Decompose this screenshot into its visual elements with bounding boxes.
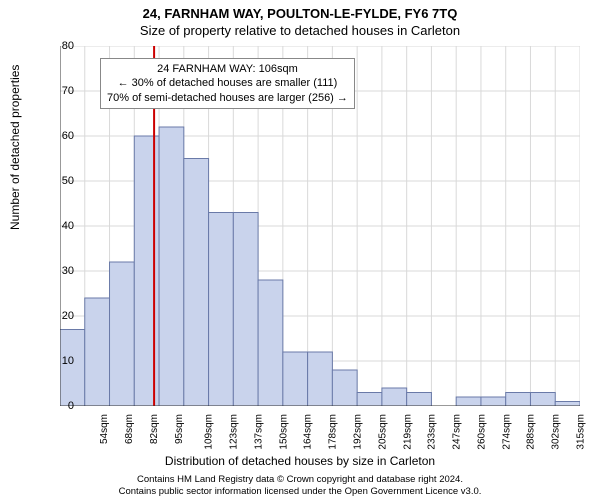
x-tick-label: 54sqm <box>99 414 110 444</box>
annotation-line-1: 24 FARNHAM WAY: 106sqm <box>107 62 348 76</box>
histogram-bar <box>308 352 333 406</box>
x-tick-label: 192sqm <box>353 414 364 450</box>
histogram-bar <box>332 370 357 406</box>
histogram-bar <box>555 402 580 407</box>
chart-subtitle: Size of property relative to detached ho… <box>0 21 600 38</box>
footer-line-1: Contains HM Land Registry data © Crown c… <box>0 474 600 486</box>
histogram-bar <box>85 298 110 406</box>
x-tick-label: 288sqm <box>526 414 537 450</box>
y-tick-label: 40 <box>48 220 74 232</box>
histogram-bar <box>209 213 234 407</box>
y-tick-label: 30 <box>48 265 74 277</box>
footer-attribution: Contains HM Land Registry data © Crown c… <box>0 474 600 498</box>
x-tick-label: 260sqm <box>476 414 487 450</box>
y-tick-label: 0 <box>48 400 74 412</box>
x-tick-label: 95sqm <box>174 414 185 444</box>
footer-line-2: Contains public sector information licen… <box>0 486 600 498</box>
x-tick-label: 109sqm <box>204 414 215 450</box>
y-tick-label: 60 <box>48 130 74 142</box>
x-tick-label: 247sqm <box>452 414 463 450</box>
y-tick-label: 80 <box>48 40 74 52</box>
x-tick-label: 233sqm <box>427 414 438 450</box>
histogram-bar <box>60 330 85 407</box>
histogram-bar <box>506 393 531 407</box>
histogram-bar <box>357 393 382 407</box>
histogram-bar <box>283 352 308 406</box>
histogram-bar <box>233 213 258 407</box>
x-tick-label: 315sqm <box>575 414 586 450</box>
histogram-bar <box>407 393 432 407</box>
x-tick-label: 164sqm <box>303 414 314 450</box>
x-tick-label: 82sqm <box>149 414 160 444</box>
x-tick-label: 68sqm <box>124 414 135 444</box>
annotation-box: 24 FARNHAM WAY: 106sqm ← 30% of detached… <box>100 58 355 109</box>
x-tick-label: 274sqm <box>501 414 512 450</box>
y-axis-label: Number of detached properties <box>8 65 22 230</box>
histogram-bar <box>382 388 407 406</box>
annotation-line-3: 70% of semi-detached houses are larger (… <box>107 91 348 105</box>
histogram-bar <box>481 397 506 406</box>
x-tick-label: 178sqm <box>328 414 339 450</box>
chart-title-address: 24, FARNHAM WAY, POULTON-LE-FYLDE, FY6 7… <box>0 0 600 21</box>
histogram-bar <box>258 280 283 406</box>
histogram-bar <box>530 393 555 407</box>
x-tick-label: 123sqm <box>229 414 240 450</box>
y-tick-label: 70 <box>48 85 74 97</box>
chart-plot-area: 24 FARNHAM WAY: 106sqm ← 30% of detached… <box>60 46 580 406</box>
histogram-bar <box>134 136 159 406</box>
histogram-bar <box>110 262 135 406</box>
x-axis-label: Distribution of detached houses by size … <box>0 454 600 468</box>
x-tick-label: 302sqm <box>551 414 562 450</box>
x-tick-label: 137sqm <box>254 414 265 450</box>
histogram-bar <box>456 397 481 406</box>
histogram-bar <box>159 127 184 406</box>
y-tick-label: 20 <box>48 310 74 322</box>
y-tick-label: 50 <box>48 175 74 187</box>
y-tick-label: 10 <box>48 355 74 367</box>
x-tick-label: 219sqm <box>402 414 413 450</box>
annotation-line-2: ← 30% of detached houses are smaller (11… <box>107 76 348 90</box>
histogram-bar <box>184 159 209 407</box>
x-tick-label: 150sqm <box>278 414 289 450</box>
x-tick-label: 205sqm <box>377 414 388 450</box>
